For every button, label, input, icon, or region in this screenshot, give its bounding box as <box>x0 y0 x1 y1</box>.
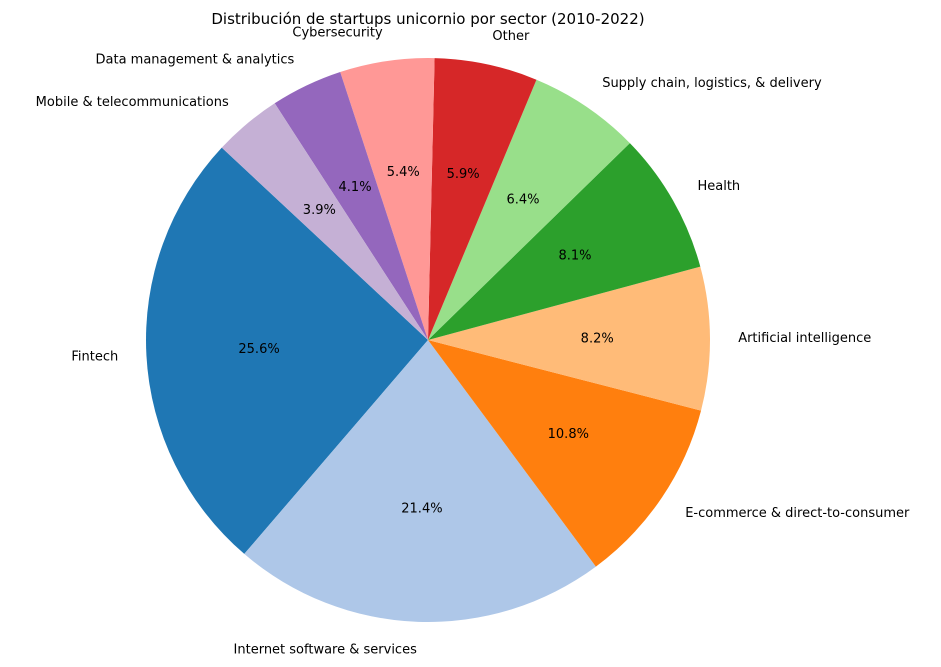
slice-label-5: Supply chain, logistics, & delivery <box>602 76 822 91</box>
percent-label-4: 8.1% <box>558 249 591 264</box>
percent-labels: 25.6% 21.4% 10.8% 8.2% 8.1% 6.4% 5.9% 5.4% 4.1%3… <box>238 165 613 516</box>
pie-slice-4 <box>428 143 701 340</box>
slice-label-6: Other <box>492 29 530 44</box>
percent-label-0: 25.6% <box>238 342 279 357</box>
pie-slice-6 <box>428 58 537 341</box>
pie-slice-2 <box>428 340 702 567</box>
slice-label-4: Health <box>697 179 740 194</box>
percent-label-1: 21.4% <box>401 502 442 517</box>
percent-label-3: 8.2% <box>581 332 614 347</box>
pie-slice-3 <box>428 266 710 411</box>
slice-label-7: Cybersecurity <box>292 26 383 41</box>
slice-label-0: Fintech <box>71 350 118 365</box>
slice-label-8: Data management & analytics <box>96 53 295 68</box>
pie-slice-7 <box>340 58 435 341</box>
pie-slice-9 <box>221 103 428 341</box>
slice-label-2: E-commerce & direct-to-consumer <box>685 506 910 521</box>
chart-title: Distribución de startups unicornio por s… <box>211 10 644 28</box>
pie-slices <box>145 58 710 622</box>
slice-labels: Fintech Internet software & services E-com… <box>36 26 910 658</box>
pie-slice-8 <box>274 72 428 341</box>
pie-slice-1 <box>244 340 596 622</box>
slice-label-1: Internet software & services <box>234 642 418 657</box>
percent-label-7: 5.4% <box>387 165 420 180</box>
slice-label-9: Mobile & telecommunications <box>36 95 229 110</box>
percent-label-5: 6.4% <box>506 192 539 207</box>
percent-label-2: 10.8% <box>548 427 589 442</box>
slice-label-3: Artificial intelligence <box>738 331 871 346</box>
percent-label-6: 5.9% <box>447 167 480 182</box>
pie-slice-0 <box>145 147 429 554</box>
percent-label-8: 4.1% <box>339 180 372 195</box>
percent-label-9: 3.9% <box>303 203 336 218</box>
pie-slice-5 <box>428 79 630 340</box>
